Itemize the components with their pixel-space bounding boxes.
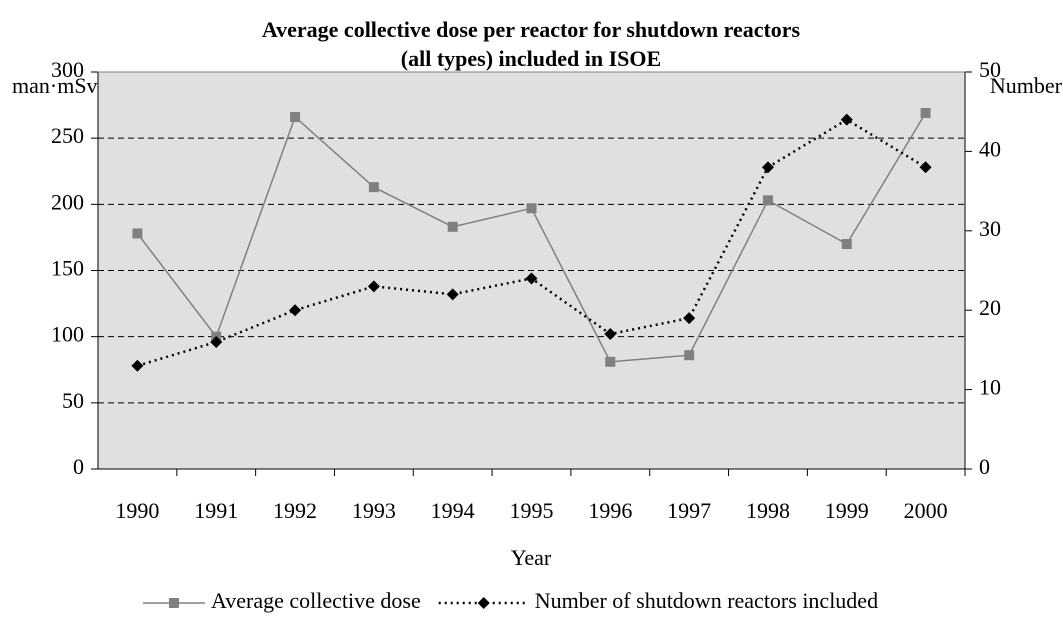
point xyxy=(131,359,144,372)
y2-tick-label: 40 xyxy=(979,136,1001,161)
x-tick-label: 1991 xyxy=(194,498,238,523)
point xyxy=(840,113,853,126)
point xyxy=(132,228,143,239)
y2-tick-label: 50 xyxy=(979,57,1001,82)
x-tick-label: 1992 xyxy=(273,498,317,523)
y2-tick-label: 10 xyxy=(979,375,1001,400)
point xyxy=(919,161,932,174)
y2-tick-label: 0 xyxy=(979,454,990,479)
point xyxy=(447,221,458,232)
x-tick-label: 1990 xyxy=(115,498,159,523)
y-tick-label: 100 xyxy=(51,322,84,347)
point xyxy=(290,111,301,122)
y-tick-label: 50 xyxy=(62,388,84,413)
x-tick-label: 1995 xyxy=(510,498,554,523)
y2-tick-label: 30 xyxy=(979,216,1001,241)
point xyxy=(605,356,616,367)
point xyxy=(368,182,379,193)
x-axis-label: Year xyxy=(511,545,552,570)
x-tick-label: 1994 xyxy=(431,498,475,523)
y-tick-label: 150 xyxy=(51,256,84,281)
x-tick-label: 1999 xyxy=(825,498,869,523)
point xyxy=(920,108,931,119)
point xyxy=(762,195,773,206)
chart-title: (all types) included in ISOE xyxy=(401,46,661,71)
x-tick-label: 1993 xyxy=(352,498,396,523)
y-axis-label: man·mSv xyxy=(12,73,98,98)
y2-axis-label: Number xyxy=(990,73,1063,98)
point xyxy=(289,304,302,317)
y-tick-label: 0 xyxy=(73,454,84,479)
legend-label: Number of shutdown reactors included xyxy=(535,588,878,613)
x-tick-label: 1997 xyxy=(667,498,711,523)
legend-marker xyxy=(477,597,490,609)
y-tick-label: 200 xyxy=(51,189,84,214)
x-tick-label: 2000 xyxy=(904,498,948,523)
point xyxy=(684,350,695,361)
y2-tick-label: 20 xyxy=(979,295,1001,320)
point xyxy=(761,161,774,174)
point xyxy=(604,328,617,341)
legend-label: Average collective dose xyxy=(211,588,421,613)
point xyxy=(446,288,459,301)
y-tick-label: 300 xyxy=(51,57,84,82)
legend-marker xyxy=(169,598,179,608)
point xyxy=(367,280,380,293)
point xyxy=(841,239,852,250)
y-tick-label: 250 xyxy=(51,123,84,148)
chart-title: Average collective dose per reactor for … xyxy=(262,17,801,42)
point xyxy=(210,335,223,348)
point xyxy=(525,272,538,285)
x-tick-label: 1998 xyxy=(746,498,790,523)
point xyxy=(526,203,537,214)
x-tick-label: 1996 xyxy=(588,498,632,523)
point xyxy=(683,312,696,325)
